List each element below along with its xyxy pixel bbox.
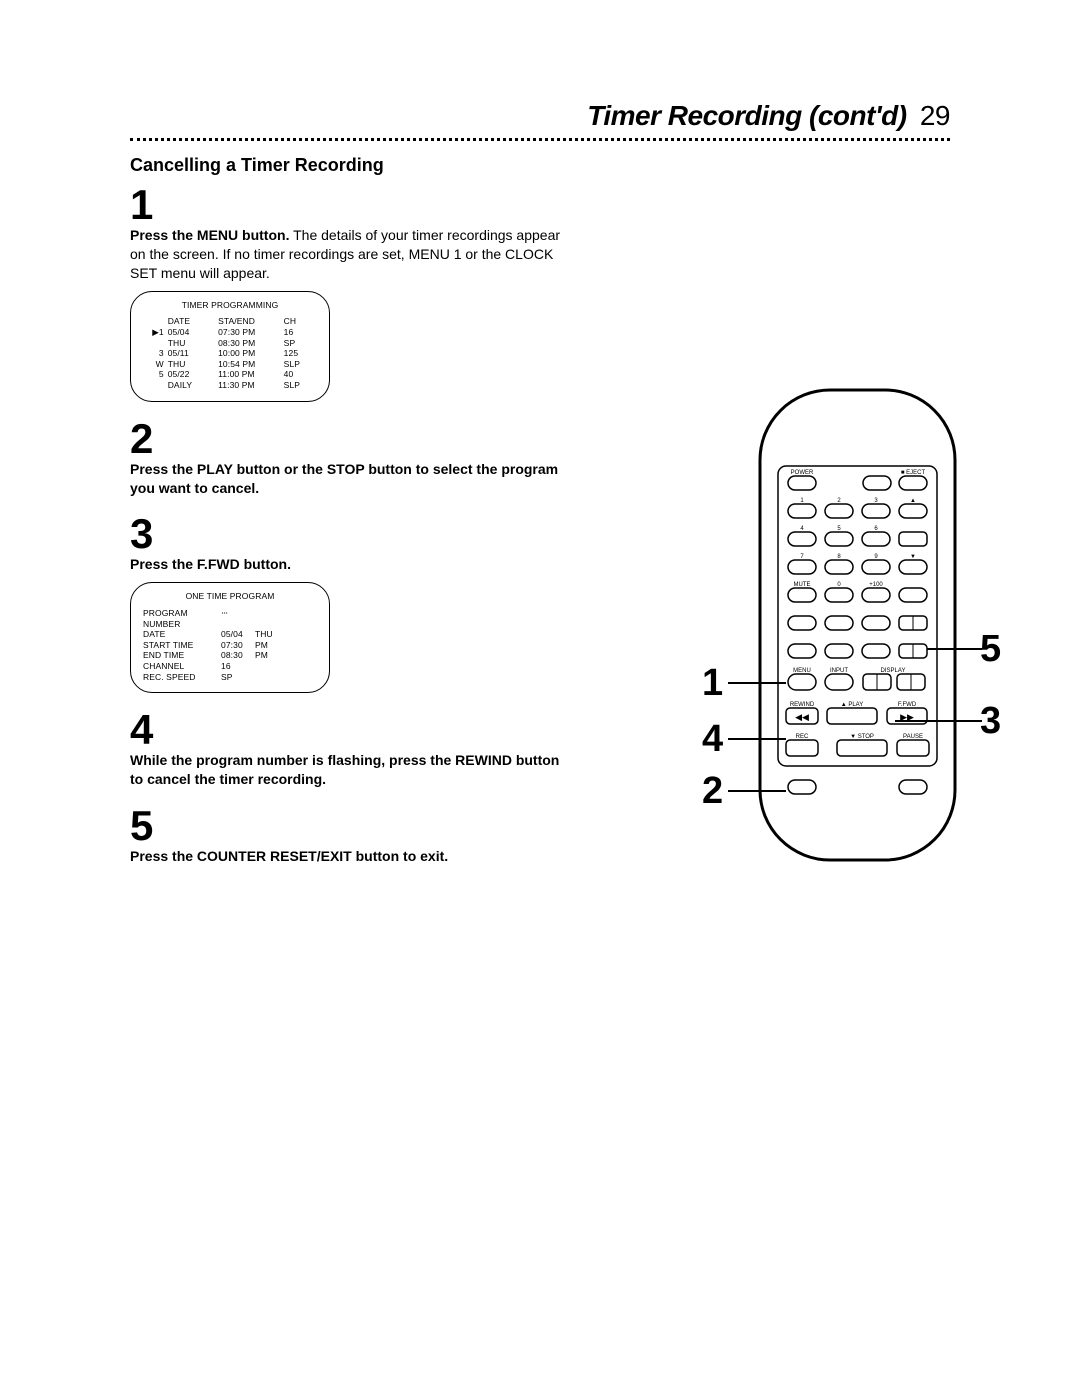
page-header: Timer Recording (cont'd) 29 — [130, 100, 950, 132]
step-2-text: Press the PLAY button or the STOP button… — [130, 460, 570, 498]
remote-diagram: 1 2 4 3 5 POWER ■ EJECT 1 — [740, 380, 1060, 875]
step-5-text: Press the COUNTER RESET/EXIT button to e… — [130, 847, 570, 866]
svg-text:MUTE: MUTE — [794, 582, 811, 588]
svg-text:▼: ▼ — [910, 554, 916, 560]
osd1-title: TIMER PROGRAMMING — [143, 300, 317, 311]
remote-svg: POWER ■ EJECT 1 2 3 ▲ 4 5 — [740, 380, 975, 870]
callout-1: 1 — [702, 662, 723, 705]
table-row: CHANNEL16 — [143, 661, 317, 672]
step-1-lead: Press the MENU button. — [130, 227, 289, 243]
osd2-title: ONE TIME PROGRAM — [143, 591, 317, 602]
manual-page: Timer Recording (cont'd) 29 Cancelling a… — [130, 100, 950, 882]
leader-line — [728, 738, 786, 740]
table-row: WTHU10:54 PMSLP — [143, 359, 317, 370]
osd1-header-row: DATE STA/END CH — [143, 316, 317, 327]
svg-text:◀◀: ◀◀ — [795, 712, 809, 722]
osd1-hdr-time: STA/END — [216, 316, 282, 327]
svg-text:▼ STOP: ▼ STOP — [850, 734, 874, 740]
leader-line — [728, 790, 786, 792]
callout-3: 3 — [980, 700, 1001, 743]
table-row: 305/1110:00 PM125 — [143, 348, 317, 359]
svg-text:F.FWD: F.FWD — [898, 702, 917, 708]
step-1: 1 Press the MENU button. The details of … — [130, 184, 950, 402]
table-row: 505/2211:00 PM40 — [143, 369, 317, 380]
svg-text:+100: +100 — [869, 582, 883, 588]
svg-text:▲ PLAY: ▲ PLAY — [841, 702, 864, 708]
table-row: PROGRAM NUMBER — [143, 608, 317, 629]
svg-text:MENU: MENU — [793, 668, 811, 674]
callout-2: 2 — [702, 770, 723, 813]
osd1-hdr-date: DATE — [166, 316, 216, 327]
table-row: START TIME07:30PM — [143, 640, 317, 651]
chapter-title: Timer Recording (cont'd) — [587, 100, 906, 131]
step-1-text: Press the MENU button. The details of yo… — [130, 226, 570, 283]
svg-text:REC: REC — [796, 734, 809, 740]
step-3-text: Press the F.FWD button. — [130, 555, 570, 574]
leader-line — [895, 720, 982, 722]
svg-text:■ EJECT: ■ EJECT — [901, 470, 926, 476]
table-row: ▶105/0407:30 PM16 — [143, 327, 317, 338]
page-number: 29 — [920, 100, 950, 131]
callout-5: 5 — [980, 628, 1001, 671]
svg-text:PAUSE: PAUSE — [903, 734, 923, 740]
osd-one-time-program: ONE TIME PROGRAM PROGRAM NUMBER DATE05/0… — [130, 582, 330, 693]
table-row: DAILY11:30 PMSLP — [143, 380, 317, 391]
callout-4: 4 — [702, 718, 723, 761]
header-rule — [130, 138, 950, 141]
osd1-hdr-ch: CH — [282, 316, 317, 327]
leader-line — [728, 682, 786, 684]
table-row: END TIME08:30PM — [143, 650, 317, 661]
osd-timer-programming: TIMER PROGRAMMING DATE STA/END CH ▶105/0… — [130, 291, 330, 402]
step-1-number: 1 — [130, 184, 950, 226]
table-row: THU08:30 PMSP — [143, 338, 317, 349]
osd1-table: DATE STA/END CH ▶105/0407:30 PM16 THU08:… — [143, 316, 317, 390]
table-row: REC. SPEEDSP — [143, 672, 317, 683]
leader-line — [927, 648, 982, 650]
svg-text:INPUT: INPUT — [830, 668, 848, 674]
table-row: DATE05/04THU — [143, 629, 317, 640]
section-title: Cancelling a Timer Recording — [130, 155, 950, 176]
svg-text:POWER: POWER — [791, 470, 814, 476]
svg-text:REWIND: REWIND — [790, 702, 815, 708]
svg-text:▲: ▲ — [910, 498, 916, 504]
step-4-text: While the program number is flashing, pr… — [130, 751, 570, 789]
svg-text:DISPLAY: DISPLAY — [881, 668, 906, 674]
